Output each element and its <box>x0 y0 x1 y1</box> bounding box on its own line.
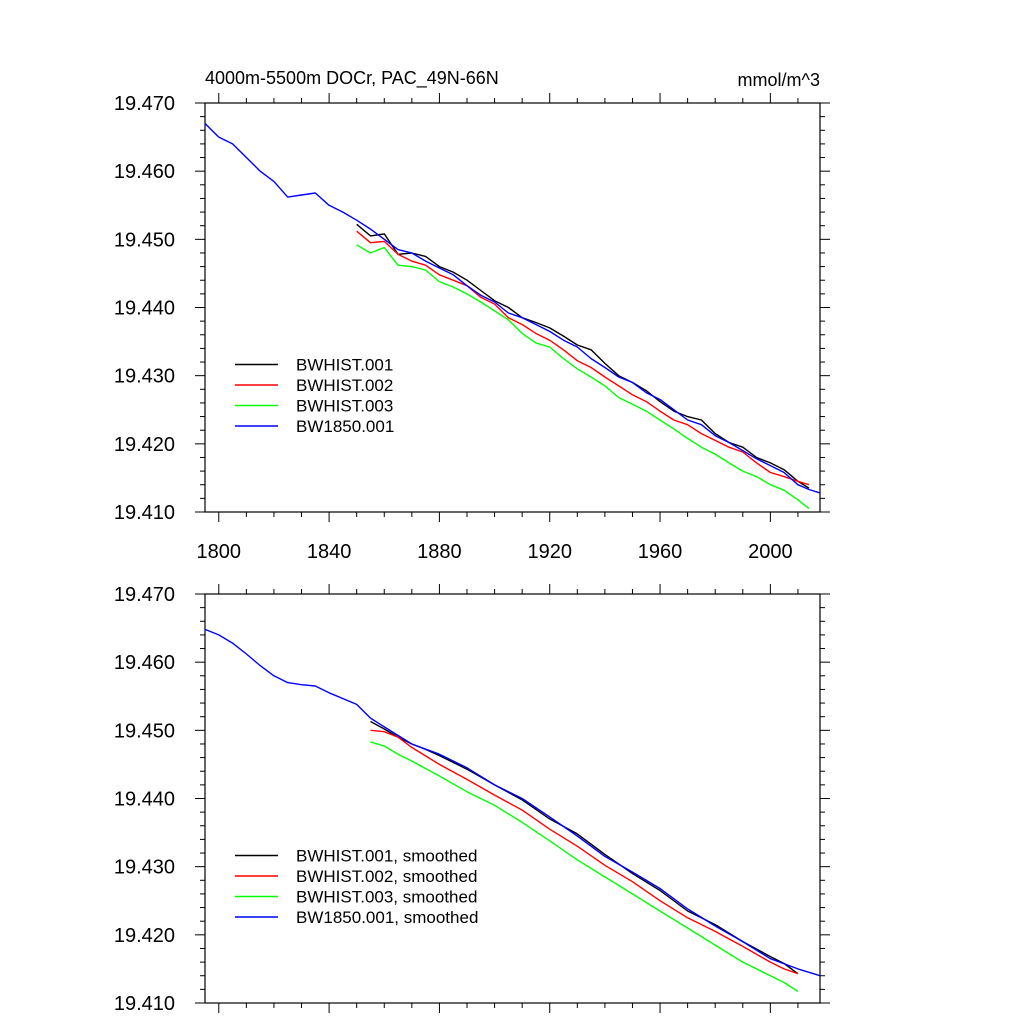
y-tick-label: 19.430 <box>114 366 175 388</box>
legend-label: BWHIST.001 <box>296 356 393 375</box>
series-line-bwhist-002 <box>370 729 799 975</box>
y-tick-label: 19.430 <box>114 857 175 879</box>
series-line-bwhist-001 <box>356 223 810 489</box>
series-line-bw1850-001 <box>204 123 821 494</box>
plot-frame <box>204 593 821 1004</box>
series-line-bwhist-003 <box>356 244 810 510</box>
legend-label: BW1850.001, smoothed <box>296 908 478 927</box>
legend-label: BWHIST.001, smoothed <box>296 847 477 866</box>
legend-label: BW1850.001 <box>296 417 394 436</box>
y-tick-label: 19.460 <box>114 652 175 674</box>
top-plot: 19.470 19.460 19.450 19.440 19.430 19.420 19.4… <box>114 93 830 563</box>
legend-label: BWHIST.002, smoothed <box>296 867 477 886</box>
legend-label: BWHIST.003, smoothed <box>296 888 477 907</box>
x-tick-label: 1880 <box>417 541 462 563</box>
x-tick-label: 1920 <box>527 541 572 563</box>
y-tick-label: 19.420 <box>114 434 175 456</box>
chart-title: 4000m-5500m DOCr, PAC_49N-66N <box>205 68 499 89</box>
y-tick-label: 19.450 <box>114 720 175 742</box>
legend-label: BWHIST.003 <box>296 397 393 416</box>
x-tick-label: 1960 <box>638 541 683 563</box>
series-line-bwhist-002 <box>356 230 810 486</box>
series-line-bwhist-003 <box>370 741 799 992</box>
y-tick-label: 19.440 <box>114 298 175 320</box>
y-tick-label: 19.420 <box>114 925 175 947</box>
x-tick-label: 1800 <box>197 541 242 563</box>
y-tick-label: 19.470 <box>114 93 175 115</box>
y-tick-label: 19.460 <box>114 161 175 183</box>
bottom-plot: 19.470 19.460 19.450 19.440 19.430 19.420 19.4… <box>114 584 830 1015</box>
y-tick-label: 19.450 <box>114 229 175 251</box>
x-tick-label: 2000 <box>748 541 793 563</box>
x-tick-label: 1840 <box>307 541 352 563</box>
y-tick-label: 19.410 <box>114 993 175 1015</box>
y-tick-label: 19.410 <box>114 502 175 524</box>
series-line-bw1850-001 <box>204 628 821 977</box>
plot-frame <box>204 102 821 513</box>
y-tick-label: 19.470 <box>114 584 175 606</box>
chart-units-label: mmol/m^3 <box>738 70 820 90</box>
legend-label: BWHIST.002 <box>296 376 393 395</box>
y-tick-label: 19.440 <box>114 789 175 811</box>
